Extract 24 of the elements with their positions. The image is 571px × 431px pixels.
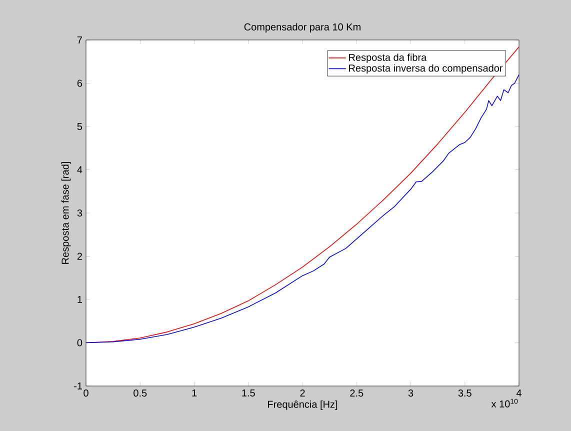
x-tick-label: 2.5: [350, 390, 364, 397]
x-tick-label: 0.5: [134, 390, 147, 397]
y-tick-label: 4: [77, 166, 82, 174]
x-axis-title: Frequência [Hz]: [268, 400, 338, 410]
y-tick-label: 2: [77, 252, 82, 260]
y-tick-label: 1: [78, 296, 82, 303]
y-tick-label: 6: [77, 80, 82, 87]
y-tick-label: 3: [77, 209, 82, 217]
y-tick-label: 7: [77, 36, 82, 44]
legend-label: Resposta inversa do compensador: [349, 64, 503, 74]
x-tick-label: 0: [84, 390, 88, 397]
x-tick-label: 4: [516, 390, 522, 396]
x-tick-label: 1: [192, 390, 197, 396]
x-tick-label: 3.5: [458, 390, 472, 397]
text: x 10$^{10}$: [491, 398, 518, 408]
x-tick-label: 2: [300, 390, 305, 396]
chart-title: Compensador para 10 Km: [244, 23, 360, 32]
y-tick-label: 5: [77, 123, 82, 130]
x-tick-label: 1.5: [242, 390, 255, 396]
y-tick-label: 0: [77, 339, 82, 346]
legend-label: Resposta da fibra: [349, 54, 427, 63]
x-tick-label: 3: [408, 390, 414, 397]
y-axis-title: Resposta em fase [rad]: [61, 162, 71, 264]
y-tick-label: -1: [74, 382, 82, 390]
